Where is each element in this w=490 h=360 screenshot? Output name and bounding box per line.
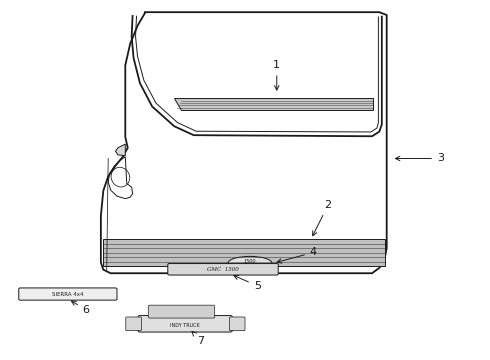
Text: INDY TRUCK: INDY TRUCK	[170, 323, 200, 328]
FancyBboxPatch shape	[138, 316, 232, 332]
Text: 1: 1	[273, 60, 280, 90]
Text: 4: 4	[277, 247, 317, 263]
Text: 6: 6	[72, 301, 90, 315]
Text: 7: 7	[192, 332, 205, 346]
FancyBboxPatch shape	[168, 264, 278, 275]
Text: 2: 2	[313, 200, 332, 236]
Polygon shape	[116, 144, 125, 156]
FancyBboxPatch shape	[229, 317, 245, 330]
Polygon shape	[174, 98, 373, 110]
Text: 1500: 1500	[244, 259, 256, 264]
FancyBboxPatch shape	[126, 317, 142, 330]
Text: 3: 3	[395, 153, 444, 163]
Polygon shape	[103, 239, 385, 266]
Ellipse shape	[228, 256, 272, 270]
Text: GMC  1500: GMC 1500	[207, 267, 239, 272]
FancyBboxPatch shape	[19, 288, 117, 300]
Text: 5: 5	[234, 275, 261, 291]
Text: SIERRA 4x4: SIERRA 4x4	[52, 292, 84, 297]
FancyBboxPatch shape	[148, 305, 215, 318]
